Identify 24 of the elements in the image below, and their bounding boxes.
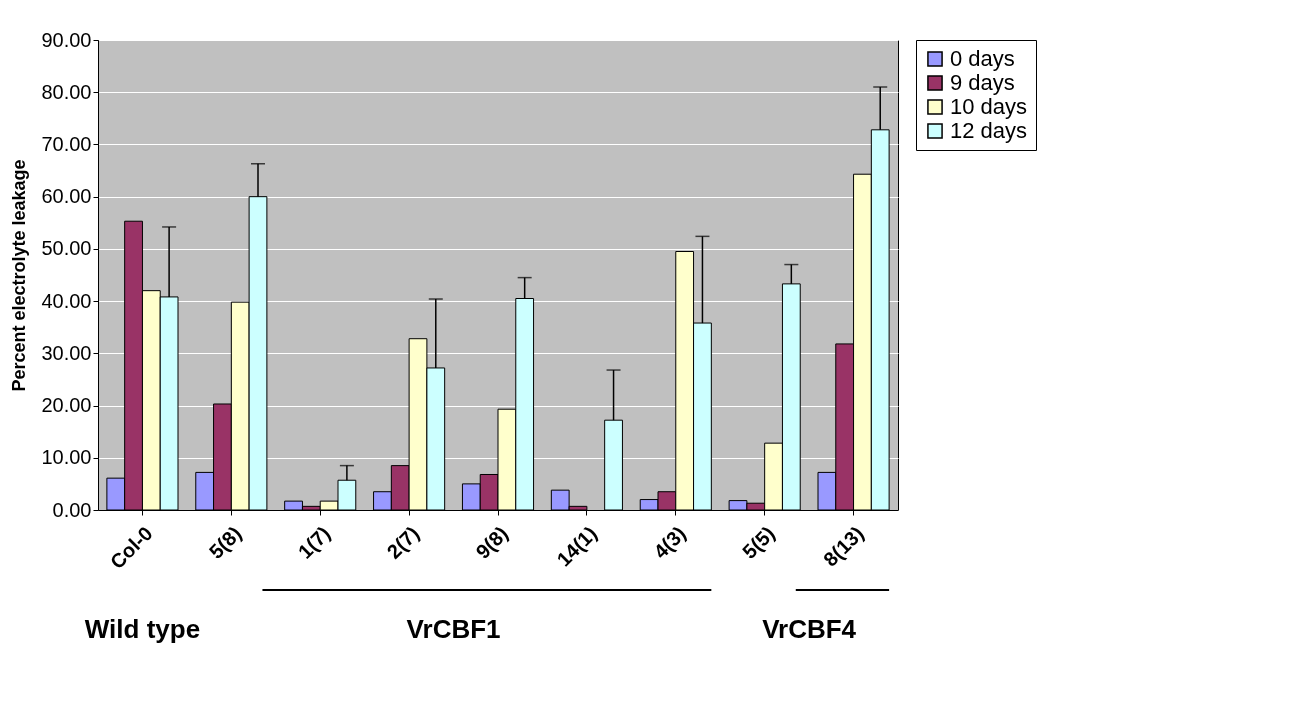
y-tick-label: 40.00: [41, 289, 92, 312]
x-tick-label: 1(7): [293, 522, 335, 563]
y-tick-label: 50.00: [41, 237, 92, 260]
x-tick-label: 4(3): [649, 522, 690, 563]
x-tick-label: 5(5): [738, 522, 779, 563]
y-tick-label: 80.00: [41, 80, 92, 103]
y-tick-label: 90.00: [41, 28, 92, 51]
y-tick-label: 30.00: [41, 341, 92, 364]
text: Wild type: [84, 614, 201, 644]
y-tick-label: 20.00: [41, 394, 92, 417]
legend-label: 0 days: [950, 46, 1015, 71]
legend-label: 9 days: [950, 70, 1015, 95]
y-axis-title: Percent electrolyte leakage: [9, 159, 30, 392]
text: VrCBF1: [406, 614, 501, 644]
legend-label: 12 days: [950, 118, 1028, 143]
y-tick-label: 10.00: [41, 446, 92, 469]
y-tick-label: 0.00: [52, 498, 92, 521]
y-tick-label: 70.00: [41, 132, 92, 155]
legend-label: 10 days: [950, 94, 1028, 119]
x-tick-label: 5(8): [204, 522, 246, 563]
x-tick-label: 2(7): [382, 522, 424, 563]
x-tick-label: 9(8): [471, 522, 513, 563]
y-tick-label: 60.00: [41, 185, 92, 208]
text: VrCBF4: [762, 614, 857, 644]
